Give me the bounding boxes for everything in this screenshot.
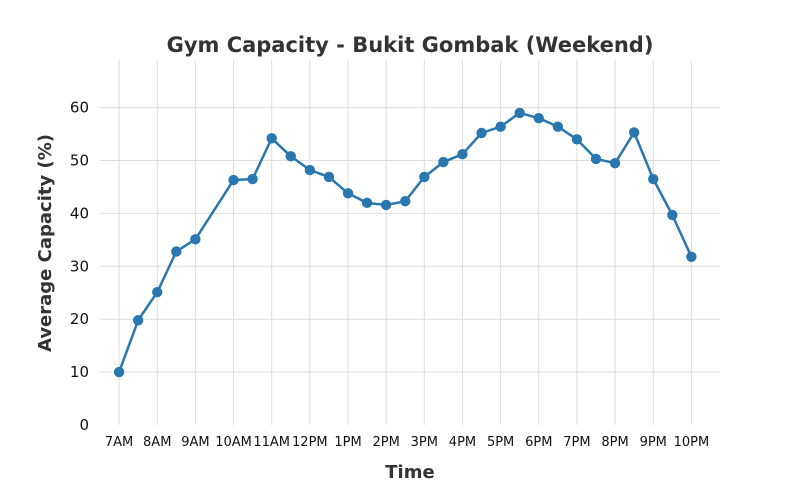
data-point bbox=[190, 234, 201, 245]
y-axis-title: Average Capacity (%) bbox=[35, 134, 56, 352]
y-tick-label: 50 bbox=[70, 152, 89, 170]
x-tick-label: 6PM bbox=[525, 435, 552, 450]
y-tick-label: 10 bbox=[70, 363, 89, 381]
x-tick-label: 10AM bbox=[215, 435, 252, 450]
data-point bbox=[304, 164, 316, 176]
grid bbox=[100, 60, 720, 425]
series-group bbox=[113, 107, 697, 378]
data-point bbox=[590, 153, 602, 165]
data-point bbox=[514, 107, 525, 119]
x-axis-ticks: 7AM 8AM 9AM 10AM 11AM 12PM 1PM 2PM 3PM 4PM 5PM 6PM 7… bbox=[105, 435, 709, 450]
x-tick-label: 7PM bbox=[563, 435, 590, 450]
data-point bbox=[400, 196, 411, 207]
data-point bbox=[113, 366, 125, 378]
data-point bbox=[438, 156, 449, 168]
x-tick-label: 11AM bbox=[253, 435, 290, 450]
data-point bbox=[152, 287, 163, 298]
x-axis-title: Time bbox=[385, 462, 434, 483]
data-point bbox=[132, 315, 144, 326]
x-tick-label: 9AM bbox=[181, 435, 209, 450]
data-point bbox=[457, 148, 468, 160]
x-tick-label: 4PM bbox=[449, 435, 476, 450]
x-tick-label: 9PM bbox=[640, 435, 667, 450]
data-point bbox=[171, 246, 182, 257]
data-point bbox=[667, 209, 678, 221]
y-axis-ticks: 0 10 20 30 40 50 60 bbox=[70, 99, 89, 434]
data-point bbox=[686, 251, 697, 262]
x-tick-label: 3PM bbox=[411, 435, 438, 450]
y-tick-label: 60 bbox=[70, 99, 89, 117]
x-tick-label: 8AM bbox=[143, 435, 171, 450]
data-point bbox=[323, 171, 335, 183]
y-tick-label: 0 bbox=[79, 416, 89, 434]
series-line bbox=[117, 111, 693, 374]
x-tick-label: 2PM bbox=[372, 435, 399, 450]
x-tick-label: 7AM bbox=[105, 435, 133, 450]
x-tick-label: 1PM bbox=[334, 435, 361, 450]
x-tick-label: 12PM bbox=[292, 435, 328, 450]
data-point bbox=[495, 121, 506, 132]
x-tick-label: 8PM bbox=[601, 435, 628, 450]
x-tick-label: 10PM bbox=[674, 435, 710, 450]
data-point bbox=[533, 112, 544, 124]
y-tick-label: 40 bbox=[70, 204, 89, 222]
data-point bbox=[609, 157, 621, 169]
data-point bbox=[247, 173, 258, 185]
x-tick-label: 5PM bbox=[487, 435, 514, 450]
data-point bbox=[361, 197, 373, 209]
chart-title: Gym Capacity - Bukit Gombak (Weekend) bbox=[167, 33, 654, 57]
data-point bbox=[648, 173, 659, 185]
data-point bbox=[266, 133, 277, 144]
data-point bbox=[628, 127, 640, 138]
y-tick-label: 20 bbox=[70, 310, 89, 328]
data-point bbox=[285, 151, 296, 162]
data-point bbox=[380, 199, 392, 211]
data-point bbox=[571, 134, 583, 145]
data-point bbox=[228, 174, 239, 186]
y-tick-label: 30 bbox=[70, 257, 89, 275]
data-point bbox=[342, 188, 354, 199]
data-point bbox=[476, 127, 487, 139]
data-point bbox=[552, 121, 564, 132]
data-point bbox=[419, 171, 430, 183]
